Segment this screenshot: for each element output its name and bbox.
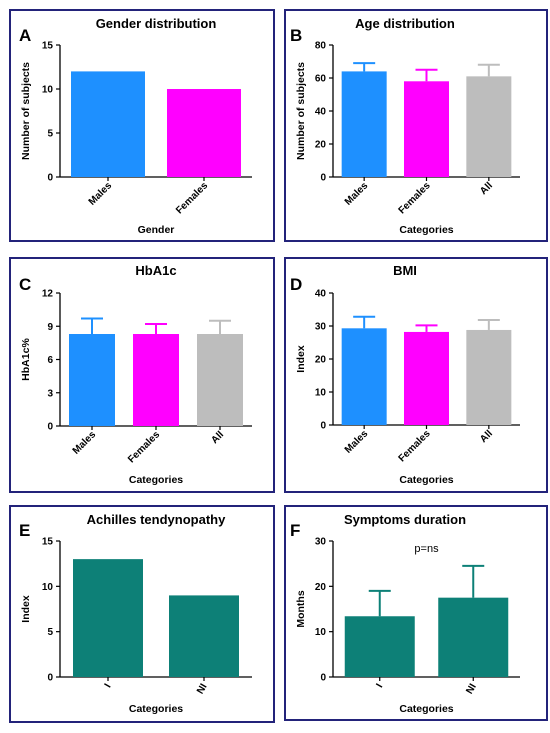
- x-tick-label-d-males: Males: [343, 428, 371, 456]
- chart-title-b: Age distribution: [355, 16, 455, 31]
- y-tick-label-a: 0: [47, 173, 53, 184]
- y-axis-label-f: Months: [295, 590, 307, 627]
- chart-title-a: Gender distribution: [96, 16, 217, 31]
- panel-letter-c: C: [19, 275, 31, 294]
- panel-letter-a: A: [19, 26, 31, 45]
- y-tick-label-f: 0: [320, 673, 326, 684]
- bar-b-males: [341, 71, 387, 177]
- x-axis-label-a: Gender: [138, 224, 175, 236]
- bar-d-females: [404, 331, 449, 425]
- y-tick-label-b: 20: [315, 140, 327, 151]
- y-tick-label-e: 10: [42, 582, 54, 593]
- x-axis-label-c: Categories: [129, 474, 183, 486]
- bar-d-males: [341, 328, 387, 425]
- annotation-f: p=ns: [414, 543, 439, 555]
- x-tick-label-c-males: Males: [71, 429, 99, 457]
- x-tick-label-b-all: All: [478, 180, 495, 197]
- y-tick-label-a: 5: [47, 129, 53, 140]
- y-axis-label-a: Number of subjects: [20, 62, 32, 160]
- bar-d-all: [466, 329, 512, 425]
- x-tick-label-e-ni: NI: [195, 682, 210, 696]
- chart-title-e: Achilles tendynopathy: [87, 512, 226, 527]
- bar-e-i: [73, 559, 143, 677]
- panel-letter-b: B: [290, 26, 302, 45]
- x-tick-label-c-all: All: [209, 429, 226, 446]
- x-axis-label-f: Categories: [399, 703, 453, 715]
- y-tick-label-a: 15: [42, 41, 54, 52]
- y-axis-label-b: Number of subjects: [295, 62, 307, 160]
- y-tick-label-c: 0: [47, 422, 53, 433]
- y-tick-label-b: 60: [315, 74, 327, 85]
- y-tick-label-f: 10: [315, 627, 327, 638]
- y-tick-label-c: 3: [47, 388, 53, 399]
- y-axis-label-d: Index: [295, 345, 307, 373]
- y-tick-label-b: 0: [320, 173, 326, 184]
- bar-c-females: [133, 334, 179, 426]
- y-tick-label-c: 9: [47, 322, 53, 333]
- x-tick-label-d-females: Females: [397, 428, 433, 464]
- y-tick-label-d: 20: [315, 355, 327, 366]
- y-tick-label-f: 20: [315, 582, 327, 593]
- y-tick-label-f: 30: [315, 537, 327, 548]
- y-tick-label-d: 10: [315, 388, 327, 399]
- chart-title-f: Symptoms duration: [344, 512, 466, 527]
- x-tick-label-f-ni: NI: [464, 682, 479, 696]
- x-tick-label-a-females: Females: [174, 180, 210, 216]
- y-tick-label-e: 5: [47, 627, 53, 638]
- x-tick-label-c-females: Females: [126, 429, 162, 465]
- chart-title-d: BMI: [393, 263, 417, 278]
- y-tick-label-b: 80: [315, 41, 327, 52]
- y-tick-label-d: 40: [315, 289, 327, 300]
- bar-b-females: [404, 81, 449, 177]
- x-tick-label-f-i: I: [374, 682, 385, 690]
- y-tick-label-e: 15: [42, 537, 54, 548]
- y-tick-label-d: 0: [320, 421, 326, 432]
- y-tick-label-c: 12: [42, 289, 54, 300]
- bar-c-all: [197, 334, 243, 426]
- x-axis-label-d: Categories: [399, 474, 453, 486]
- x-tick-label-e-i: I: [103, 682, 114, 690]
- y-tick-label-e: 0: [47, 673, 53, 684]
- x-axis-label-e: Categories: [129, 703, 183, 715]
- y-tick-label-b: 40: [315, 107, 327, 118]
- x-tick-label-b-males: Males: [343, 180, 371, 208]
- x-tick-label-d-all: All: [478, 428, 495, 445]
- panel-letter-d: D: [290, 275, 302, 294]
- y-tick-label-c: 6: [47, 355, 53, 366]
- x-tick-label-a-males: Males: [87, 180, 115, 208]
- bar-e-ni: [169, 595, 239, 677]
- y-tick-label-d: 30: [315, 322, 327, 333]
- bar-f-i: [344, 616, 415, 677]
- bar-a-males: [71, 71, 145, 177]
- panel-letter-e: E: [19, 521, 30, 540]
- y-axis-label-e: Index: [20, 595, 32, 623]
- x-axis-label-b: Categories: [399, 224, 453, 236]
- chart-title-c: HbA1c: [135, 263, 176, 278]
- x-tick-label-b-females: Females: [397, 180, 433, 216]
- bar-c-males: [69, 334, 115, 426]
- bar-b-all: [466, 76, 512, 177]
- bar-a-females: [167, 89, 241, 177]
- y-axis-label-c: HbA1c%: [20, 338, 32, 381]
- y-tick-label-a: 10: [42, 85, 54, 96]
- bar-f-ni: [438, 597, 509, 677]
- panel-letter-f: F: [290, 521, 300, 540]
